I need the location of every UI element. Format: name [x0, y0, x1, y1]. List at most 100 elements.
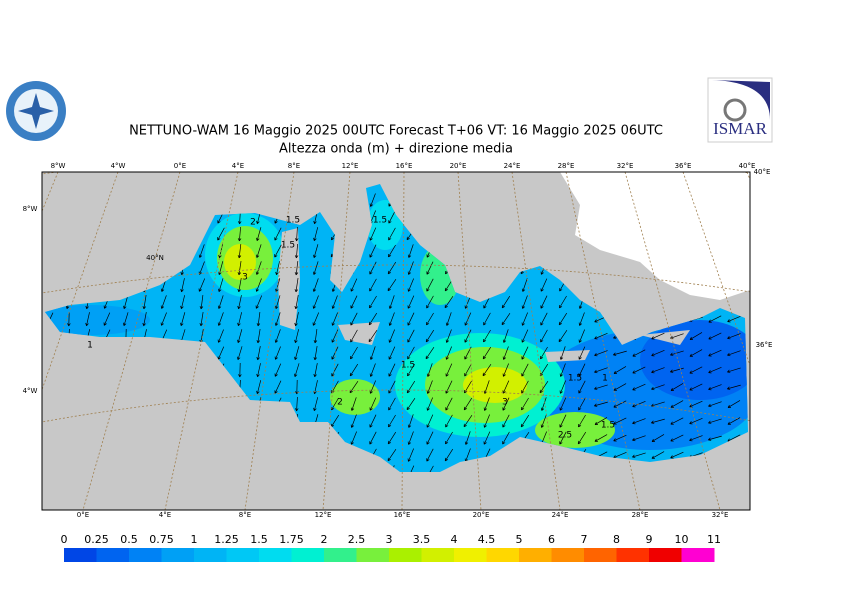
- arrow: [708, 401, 722, 408]
- arrow: [651, 350, 665, 357]
- legend-swatch: [584, 548, 617, 562]
- arrow: [502, 431, 510, 445]
- arrow: [521, 380, 529, 394]
- legend-swatch: [291, 548, 325, 562]
- arrow: [540, 414, 547, 428]
- meridian: [511, 172, 561, 510]
- arrow: [670, 417, 684, 425]
- arrow: [369, 227, 377, 241]
- arrow: [651, 384, 665, 391]
- arrow: [426, 295, 434, 309]
- arrow: [540, 346, 548, 360]
- arrow: [349, 363, 359, 377]
- legend-label: 10: [675, 533, 689, 546]
- arrow: [632, 401, 646, 408]
- lon-label: 20°E: [450, 162, 467, 170]
- arrow: [407, 363, 415, 377]
- arrow: [237, 261, 242, 276]
- arrow: [426, 465, 434, 472]
- arrow: [160, 295, 167, 309]
- arrow: [540, 329, 548, 343]
- arrow: [445, 312, 452, 326]
- arrow: [670, 400, 684, 408]
- meridian: [322, 172, 351, 510]
- arrow: [426, 312, 434, 326]
- arrow: [274, 380, 282, 394]
- legend-swatch: [161, 548, 195, 562]
- legend-label: 2.5: [348, 533, 366, 546]
- arrow: [727, 316, 741, 323]
- legend-swatch: [681, 548, 715, 562]
- lat-label: 40°E: [754, 168, 771, 176]
- arrow: [594, 417, 608, 425]
- arrow: [275, 295, 281, 309]
- meridian: [244, 172, 295, 510]
- legend-label: 8: [613, 533, 620, 546]
- arrow: [540, 312, 548, 326]
- arrow: [237, 278, 242, 293]
- arrow: [388, 210, 396, 224]
- arrow: [521, 397, 529, 411]
- arrow: [294, 278, 299, 293]
- arrow: [293, 363, 300, 377]
- contour-label: 1.5: [401, 361, 415, 371]
- arrow: [558, 312, 568, 326]
- arrow: [388, 227, 396, 241]
- arrow: [613, 350, 627, 356]
- arrow: [407, 414, 414, 428]
- arrow: [670, 367, 684, 373]
- graticule: [42, 172, 750, 510]
- legend-label: 7: [581, 533, 588, 546]
- arrow: [294, 261, 299, 276]
- arrow: [255, 261, 262, 275]
- arrow: [255, 278, 262, 292]
- legend-swatch: [64, 548, 97, 562]
- arrow: [369, 295, 377, 309]
- arrow: [559, 363, 566, 377]
- arrow: [594, 367, 608, 374]
- arrow: [218, 278, 224, 292]
- arrow: [142, 312, 147, 327]
- arrow: [689, 349, 703, 357]
- arrow: [387, 279, 397, 292]
- arrow: [407, 346, 415, 360]
- arrow: [407, 329, 415, 343]
- legend-swatch: [389, 548, 422, 562]
- arrow: [445, 346, 452, 360]
- arrow: [217, 346, 225, 360]
- arrow: [540, 295, 548, 309]
- arrow: [445, 363, 453, 377]
- arrow: [350, 414, 357, 428]
- arrow: [578, 329, 585, 343]
- arrow: [407, 244, 414, 258]
- arrow: [426, 414, 434, 428]
- arrow: [502, 397, 510, 411]
- arrow: [426, 431, 434, 445]
- arrow: [160, 312, 167, 326]
- contour-label: 1: [87, 341, 93, 351]
- arrow: [632, 366, 646, 374]
- arrow: [632, 435, 646, 442]
- legend-label: 0.25: [84, 533, 109, 546]
- arrow: [651, 434, 665, 442]
- legend-swatch: [324, 548, 357, 562]
- arrow: [559, 346, 566, 360]
- arrow: [294, 396, 299, 412]
- arrow: [217, 295, 224, 309]
- arrow: [426, 448, 434, 462]
- contour-label: 1.5: [286, 216, 300, 226]
- contour-label: 1.5: [281, 241, 295, 251]
- arrow: [350, 278, 358, 292]
- legend-swatch: [421, 548, 455, 562]
- arrow: [521, 295, 528, 309]
- arrow: [613, 366, 627, 374]
- arrow: [368, 312, 378, 326]
- arrow: [313, 244, 319, 258]
- arrow: [521, 312, 528, 326]
- arrow: [255, 295, 263, 309]
- arrow: [426, 397, 433, 411]
- arrow: [727, 367, 741, 374]
- meridian: [82, 172, 181, 510]
- subtitle: Altezza onda (m) + direzione media: [279, 142, 513, 157]
